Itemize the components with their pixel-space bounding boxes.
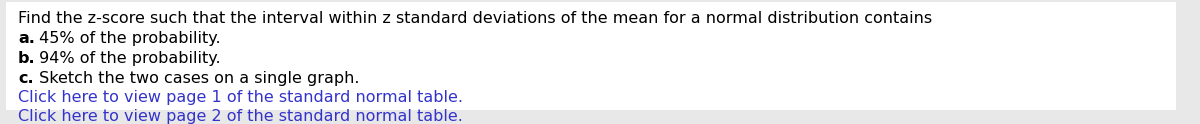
FancyBboxPatch shape <box>6 2 1176 110</box>
Text: Click here to view page 1 of the standard normal table.: Click here to view page 1 of the standar… <box>18 90 463 105</box>
Text: 94% of the probability.: 94% of the probability. <box>34 51 221 66</box>
Text: 45% of the probability.: 45% of the probability. <box>34 31 221 46</box>
Text: Click here to view page 2 of the standard normal table.: Click here to view page 2 of the standar… <box>18 109 463 124</box>
Text: c.: c. <box>18 71 34 86</box>
Text: Find the z-score such that the interval within z standard deviations of the mean: Find the z-score such that the interval … <box>18 11 932 26</box>
Text: Sketch the two cases on a single graph.: Sketch the two cases on a single graph. <box>34 71 359 86</box>
Text: b.: b. <box>18 51 36 66</box>
Text: a.: a. <box>18 31 35 46</box>
